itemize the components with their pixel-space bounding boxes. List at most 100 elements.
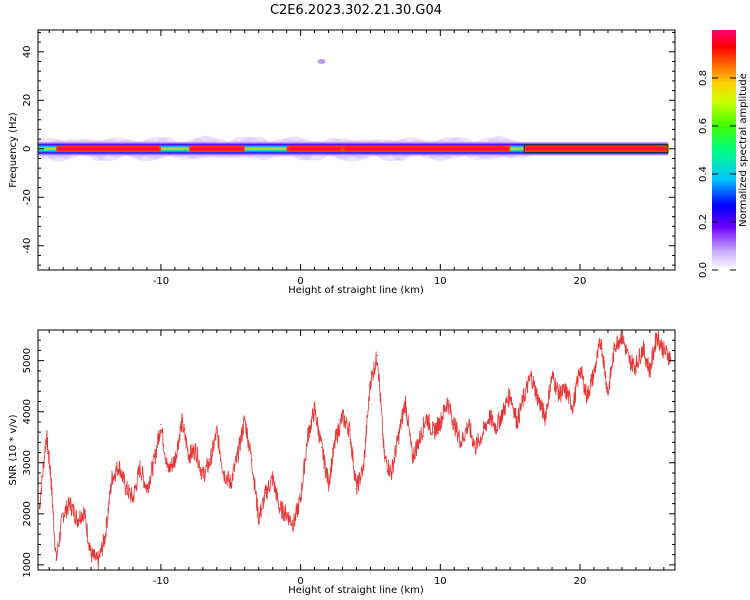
snr-data-point — [432, 431, 434, 433]
snr-x-label: Height of straight line (km) — [288, 585, 424, 596]
snr-data-point — [537, 398, 539, 400]
snr-data-point — [146, 487, 148, 489]
snr-data-point — [488, 416, 490, 418]
snr-data-point — [55, 559, 57, 561]
colorbar-tick-label: 0.4 — [698, 166, 709, 182]
snr-line-plot — [38, 330, 672, 570]
snr-data-point — [411, 457, 413, 459]
x-tick-label: 10 — [434, 576, 447, 587]
snr-data-point — [49, 472, 52, 474]
snr-data-point — [572, 405, 574, 408]
snr-data-point — [621, 334, 623, 336]
snr-data-point — [153, 462, 155, 464]
snr-data-point — [251, 459, 253, 461]
snr-y-label: SNR (10 * v/v) — [8, 414, 19, 485]
snr-data-point — [83, 510, 85, 512]
snr-data-point — [656, 334, 658, 336]
snr-data-point — [104, 536, 106, 538]
snr-data-point — [383, 457, 386, 459]
snr-data-point — [446, 400, 448, 403]
snr-data-point — [62, 513, 64, 515]
snr-data-point — [307, 436, 309, 438]
snr-data-point — [237, 454, 239, 456]
snr-data-point — [265, 492, 267, 495]
snr-data-point — [502, 411, 504, 413]
snr-data-point — [453, 423, 455, 426]
snr-data-point — [614, 344, 616, 346]
snr-data-point — [97, 561, 99, 563]
spectrogram-peak-core — [190, 147, 243, 151]
snr-data-point — [628, 360, 630, 362]
x-tick-label: 20 — [574, 576, 587, 587]
colorbar-label: Normalized spectral amplitude — [738, 73, 749, 227]
y-tick-label: 4000 — [22, 399, 33, 424]
snr-data-point — [69, 503, 71, 505]
snr-data-point — [355, 487, 358, 489]
snr-data-point — [341, 416, 344, 418]
snr-data-point — [327, 482, 330, 484]
snr-data-point — [313, 408, 316, 410]
snr-data-point — [635, 365, 637, 367]
snr-data-point — [258, 518, 260, 520]
snr-data-point — [425, 416, 427, 418]
snr-data-point — [593, 372, 595, 375]
x-tick-label: 20 — [574, 276, 587, 287]
snr-data-point — [118, 464, 120, 466]
x-tick-label: 0 — [297, 276, 303, 287]
y-tick-label: -20 — [22, 189, 33, 205]
snr-data-point — [125, 487, 127, 489]
snr-data-point — [544, 416, 546, 418]
snr-data-point — [404, 400, 406, 403]
x-tick-label: 10 — [434, 276, 447, 287]
snr-data-point — [362, 467, 365, 469]
colorbar-tick-label: 0.8 — [698, 70, 709, 86]
snr-data-point — [481, 434, 483, 436]
snr-data-point — [216, 431, 218, 433]
snr-data-point — [565, 390, 567, 392]
y-tick-label: 2000 — [22, 501, 33, 526]
x-tick-label: 0 — [297, 576, 303, 587]
snr-data-point — [300, 497, 302, 500]
y-tick-label: 0 — [22, 146, 33, 152]
spectrogram-heatmap — [38, 59, 669, 162]
spectrogram-spot — [317, 59, 326, 65]
snr-data-point — [348, 428, 351, 431]
snr-data-point — [390, 472, 393, 474]
snr-data-point — [195, 449, 197, 451]
snr-data-point — [209, 462, 211, 464]
snr-data-point — [174, 459, 176, 461]
snr-data-point — [586, 395, 588, 397]
snr-data-point — [397, 436, 400, 438]
snr-data-point — [530, 375, 532, 377]
x-tick-label: -10 — [153, 276, 169, 287]
snr-data-point — [642, 347, 644, 349]
snr-data-point — [90, 554, 92, 556]
snr-data-point — [334, 439, 337, 441]
snr-data-point — [474, 446, 476, 449]
snr-series-line — [39, 330, 672, 570]
colorbar: 0.0 0.2 0.4 0.6 0.8 Normalized spectral ampl… — [698, 30, 749, 278]
snr-ticks: -10 0 10 20 1000 2000 3000 4000 5000 — [22, 329, 675, 587]
snr-data-point — [202, 474, 204, 477]
snr-data-point — [244, 418, 246, 420]
spectrogram-y-label: Frequency (Hz) — [8, 112, 19, 188]
snr-data-point — [551, 375, 553, 377]
x-tick-label: -10 — [153, 576, 169, 587]
y-tick-label: 3000 — [22, 450, 33, 475]
snr-data-point — [369, 380, 372, 382]
snr-data-point — [509, 393, 511, 395]
y-tick-label: 5000 — [22, 348, 33, 373]
y-tick-label: -40 — [22, 238, 33, 254]
snr-data-point — [132, 497, 134, 500]
spectrogram-tail-outline — [523, 144, 669, 154]
snr-data-point — [376, 354, 379, 357]
colorbar-tick-label: 0.6 — [698, 118, 709, 134]
colorbar-gradient — [712, 30, 736, 270]
snr-panel: -10 0 10 20 1000 2000 3000 4000 5000 Height of s… — [8, 329, 676, 596]
snr-data-point — [286, 513, 288, 515]
colorbar-ticks: 0.0 0.2 0.4 0.6 0.8 — [698, 70, 736, 278]
snr-data-point — [293, 523, 295, 525]
snr-frame — [37, 329, 676, 571]
snr-data-point — [467, 423, 469, 426]
